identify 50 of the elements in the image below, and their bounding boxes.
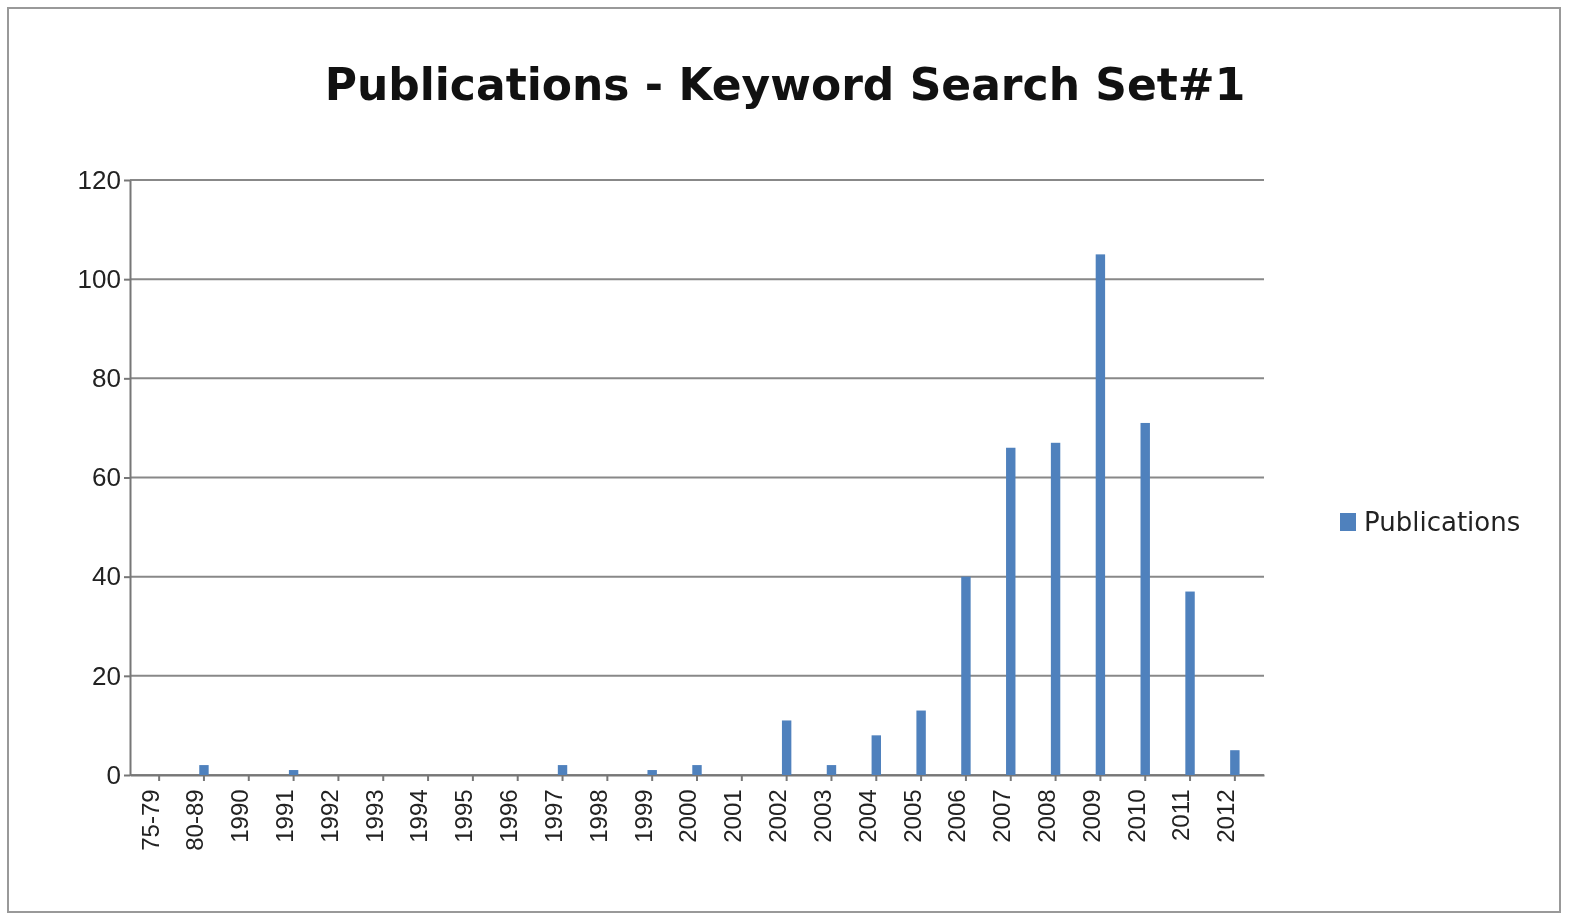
bar bbox=[692, 765, 702, 775]
x-tick-label: 1994 bbox=[405, 789, 433, 843]
x-tick-label: 2008 bbox=[1032, 789, 1060, 843]
x-tick-label: 2010 bbox=[1122, 789, 1150, 843]
x-tick-label: 1999 bbox=[629, 789, 657, 843]
x-tick-label: 2000 bbox=[674, 789, 702, 843]
bar bbox=[1185, 591, 1195, 775]
bar bbox=[826, 765, 837, 775]
x-tick-label: 1990 bbox=[226, 789, 254, 843]
y-tick-label: 40 bbox=[92, 561, 121, 592]
x-tick-label: 2011 bbox=[1167, 789, 1195, 842]
bar bbox=[781, 720, 792, 775]
x-tick-label: 2004 bbox=[853, 789, 881, 843]
x-tick-label: 1995 bbox=[450, 789, 478, 843]
x-tick-label: 75-79 bbox=[136, 789, 164, 851]
x-tick-label: 2006 bbox=[943, 789, 971, 843]
bar bbox=[916, 710, 926, 775]
legend-label: Publications bbox=[1364, 507, 1521, 537]
bar bbox=[557, 765, 568, 775]
y-tick-label: 0 bbox=[106, 759, 121, 790]
x-tick-label: 2001 bbox=[719, 789, 747, 843]
x-tick-label: 80-89 bbox=[181, 789, 209, 851]
x-tick-label: 1993 bbox=[360, 789, 388, 843]
chart-title: Publications - Keyword Search Set#1 bbox=[324, 59, 1246, 110]
x-tick-label: 1991 bbox=[271, 789, 298, 843]
x-tick-label: 1998 bbox=[584, 789, 612, 843]
x-tick-label: 2002 bbox=[764, 789, 792, 843]
y-tick-label: 20 bbox=[92, 660, 121, 691]
y-tick-label: 60 bbox=[92, 462, 121, 493]
bar bbox=[1050, 442, 1061, 775]
bar bbox=[871, 735, 881, 775]
x-tick-label: 2009 bbox=[1077, 789, 1105, 843]
bar bbox=[1095, 254, 1106, 775]
x-tick-label: 2012 bbox=[1212, 789, 1240, 843]
bar bbox=[1140, 422, 1150, 775]
x-tick-label: 1992 bbox=[315, 789, 343, 843]
x-tick-label: 1997 bbox=[539, 789, 567, 843]
y-tick-label: 120 bbox=[77, 164, 121, 195]
bar bbox=[1230, 750, 1240, 775]
y-tick-label: 100 bbox=[77, 263, 121, 294]
x-tick-label: 2007 bbox=[988, 789, 1016, 843]
y-tick-label: 80 bbox=[92, 363, 121, 394]
x-tick-label: 2003 bbox=[808, 789, 836, 843]
bar bbox=[647, 770, 657, 775]
bar bbox=[1006, 447, 1016, 775]
x-tick-label: 2005 bbox=[898, 789, 926, 843]
bar bbox=[961, 576, 971, 775]
bar bbox=[288, 770, 299, 775]
bar bbox=[199, 765, 209, 775]
x-tick-label: 1996 bbox=[495, 789, 523, 843]
